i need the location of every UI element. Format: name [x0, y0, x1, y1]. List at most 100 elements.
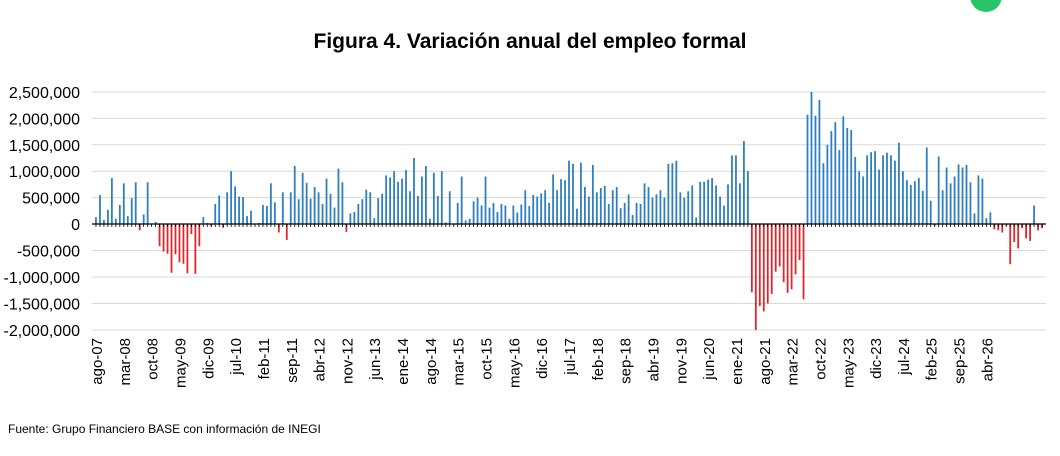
bar — [329, 193, 332, 224]
bar — [762, 224, 765, 312]
bar — [810, 92, 813, 224]
bar — [929, 200, 932, 224]
x-tick-label: dic-23 — [868, 338, 885, 379]
bar — [508, 218, 511, 224]
x-tick-label: feb-25 — [924, 338, 941, 381]
bar — [154, 221, 157, 224]
bar — [110, 178, 113, 224]
bar — [146, 182, 149, 224]
x-tick-label: abr-12 — [312, 338, 329, 381]
bar — [357, 203, 360, 224]
bar — [401, 178, 403, 224]
bar — [770, 224, 773, 294]
bar — [854, 156, 857, 224]
bar — [949, 183, 952, 224]
bar — [731, 155, 733, 224]
bar — [572, 163, 574, 224]
bar — [818, 99, 821, 224]
x-tick-label: abr-19 — [645, 338, 662, 381]
bar — [925, 147, 928, 224]
bar — [739, 183, 741, 224]
bar — [890, 155, 892, 224]
bar — [540, 193, 543, 224]
x-tick-label: ago-14 — [423, 338, 440, 385]
bar — [242, 197, 244, 224]
bar — [496, 211, 499, 224]
bar — [715, 185, 717, 224]
bar — [162, 224, 165, 252]
bar — [850, 130, 853, 224]
bar — [623, 202, 626, 224]
bar — [421, 176, 423, 224]
bar — [766, 224, 769, 304]
bar — [262, 204, 264, 224]
bar — [536, 196, 539, 224]
bar — [373, 218, 376, 224]
x-tick-label: nov-19 — [673, 338, 690, 384]
bar — [774, 224, 777, 272]
y-tick-label: -2,000,000 — [3, 323, 80, 340]
bar — [250, 210, 252, 224]
bar — [297, 199, 300, 224]
x-axis-ticks: ago-07 mar-08 oct-08 may-09 dic-09 jul-10 feb-… — [89, 338, 996, 388]
x-tick-label: ene-21 — [729, 338, 746, 385]
bar — [202, 217, 205, 224]
bar — [285, 224, 288, 240]
bar — [107, 209, 109, 224]
bar — [214, 203, 217, 224]
bar — [607, 203, 610, 224]
bar — [909, 184, 912, 224]
bar — [647, 187, 650, 224]
bar — [870, 152, 872, 224]
bar — [905, 180, 908, 224]
bar — [591, 164, 594, 224]
bar — [997, 224, 1000, 231]
bar — [158, 224, 161, 247]
bar — [198, 224, 201, 247]
bar — [802, 224, 805, 300]
bar — [273, 202, 276, 224]
bar — [166, 224, 169, 254]
bar — [500, 203, 503, 224]
bar — [687, 191, 690, 224]
bar — [182, 224, 185, 264]
bar — [289, 192, 292, 224]
bar — [603, 185, 606, 224]
bar — [464, 220, 467, 224]
bar — [548, 202, 551, 224]
bar — [226, 192, 229, 224]
bar — [921, 190, 924, 224]
bar — [937, 156, 940, 224]
bar — [448, 191, 451, 224]
bar — [444, 222, 447, 224]
bar — [858, 171, 861, 224]
bar — [735, 155, 737, 224]
x-tick-label: feb-18 — [590, 338, 607, 381]
bar — [103, 219, 105, 224]
x-tick-label: mar-15 — [451, 338, 468, 386]
bar — [639, 203, 642, 224]
y-axis-ticks: 2,500,000 2,000,000 1,500,000 1,000,000 500,… — [3, 85, 80, 340]
bar — [1009, 224, 1012, 265]
x-tick-label: jul-24 — [896, 338, 913, 376]
bar — [333, 207, 336, 224]
y-tick-label: 0 — [71, 217, 80, 234]
bar — [512, 205, 515, 224]
bar — [842, 116, 845, 224]
y-tick-label: 1,500,000 — [9, 138, 80, 155]
y-tick-label: -1,000,000 — [3, 270, 80, 287]
bar — [691, 185, 694, 224]
bar — [866, 155, 869, 224]
bar — [679, 192, 682, 224]
bar — [846, 127, 849, 224]
bar — [874, 151, 876, 224]
bar — [953, 176, 956, 224]
bar — [468, 218, 471, 224]
bar — [532, 194, 535, 224]
bar — [190, 224, 193, 235]
bar — [576, 208, 578, 224]
bar — [826, 144, 829, 224]
bar — [369, 192, 372, 224]
bar — [727, 184, 729, 224]
bar — [504, 205, 507, 224]
